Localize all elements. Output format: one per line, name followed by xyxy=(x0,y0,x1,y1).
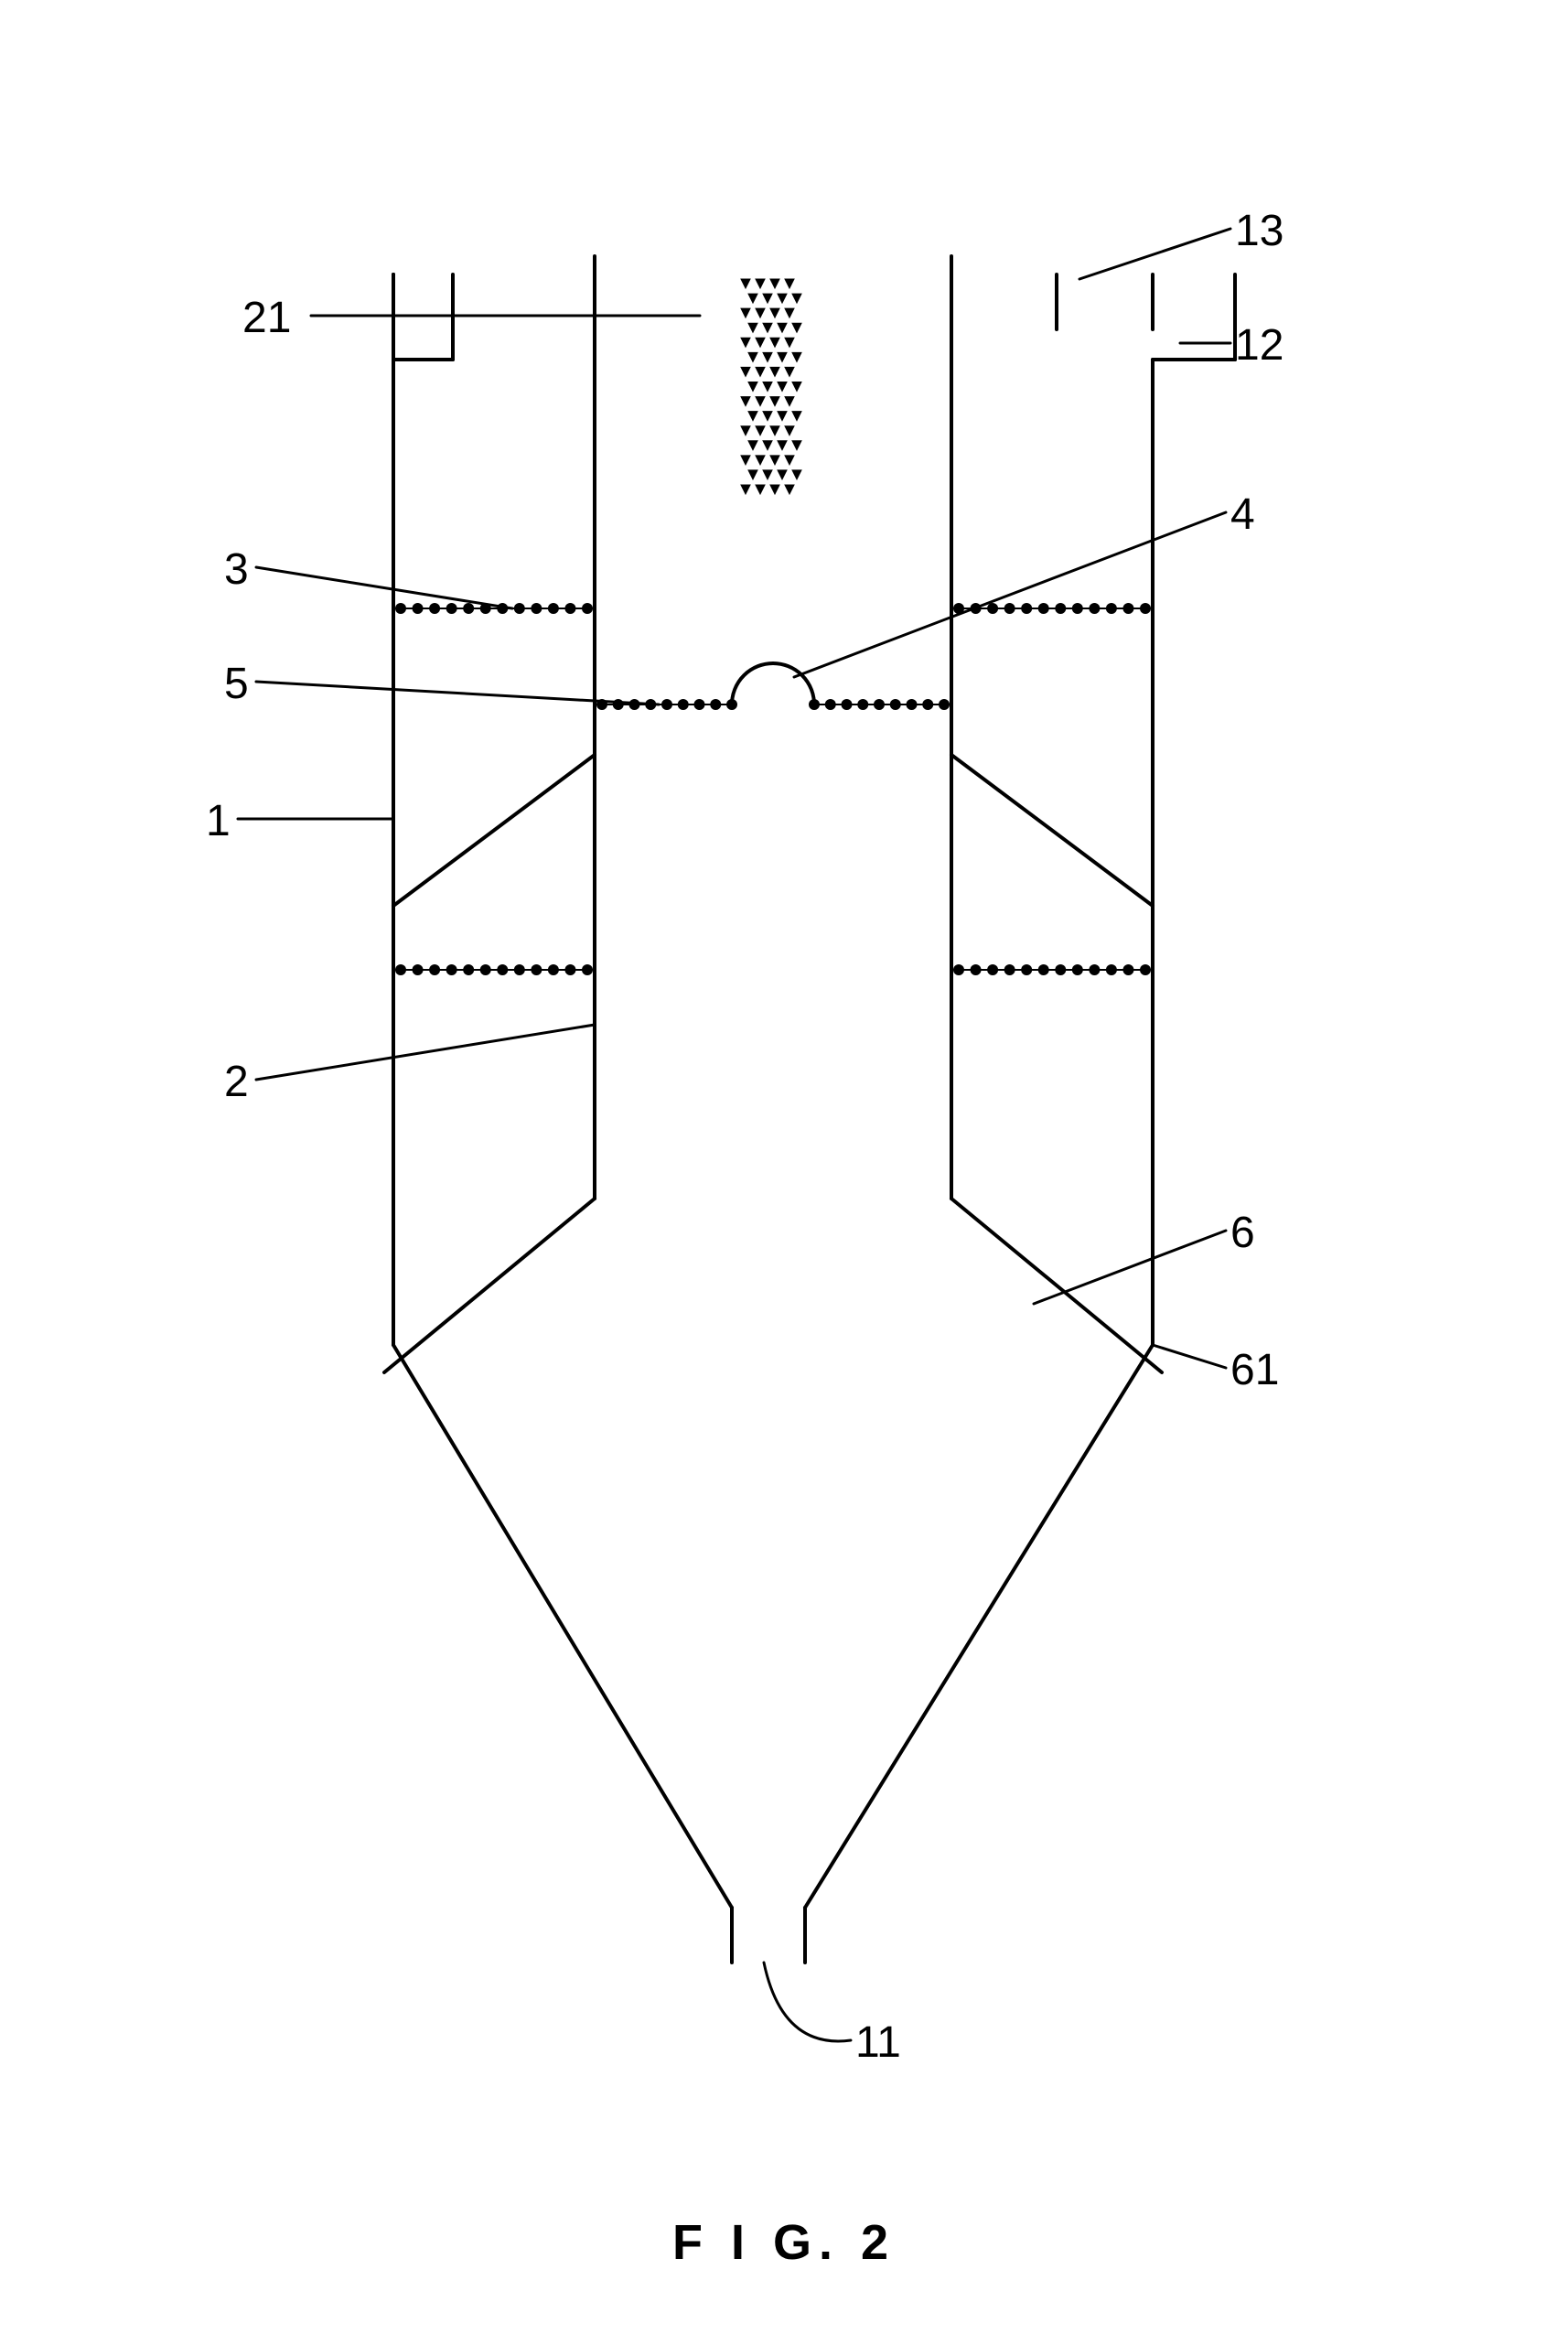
label-1: 1 xyxy=(206,796,231,846)
label-6: 6 xyxy=(1230,1208,1255,1258)
figure-caption: F I G. 2 xyxy=(0,2214,1568,2271)
label-13: 13 xyxy=(1235,206,1283,256)
label-61: 61 xyxy=(1230,1345,1279,1395)
label-21: 21 xyxy=(242,293,291,343)
label-11: 11 xyxy=(855,2017,901,2068)
label-2: 2 xyxy=(224,1057,249,1107)
label-3: 3 xyxy=(224,544,249,595)
label-4: 4 xyxy=(1230,489,1255,540)
technical-diagram xyxy=(0,0,1568,2334)
label-12: 12 xyxy=(1235,320,1283,371)
label-5: 5 xyxy=(224,659,249,709)
